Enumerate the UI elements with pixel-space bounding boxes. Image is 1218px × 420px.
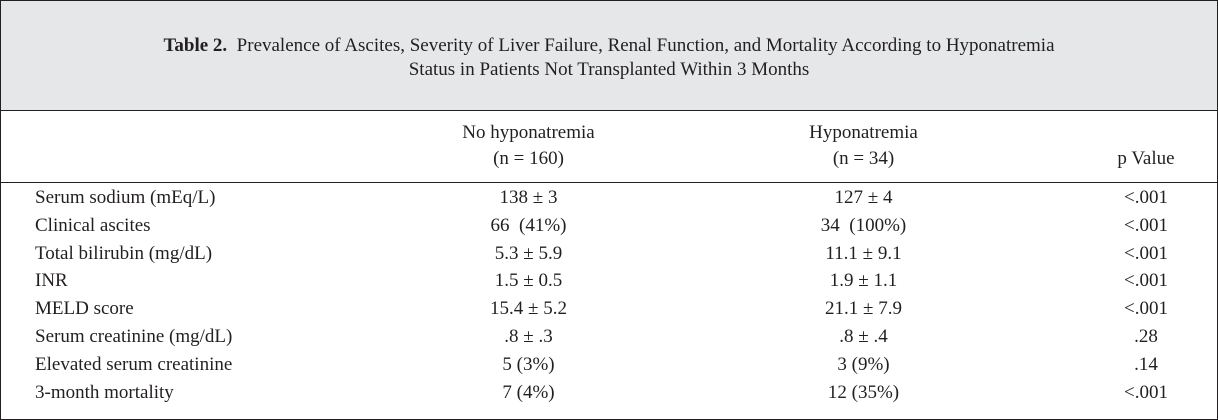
cell-p-value: <.001: [1124, 270, 1168, 292]
row-label: Clinical ascites: [35, 214, 151, 236]
cell-no-hyponatremia: 7 (4%): [502, 381, 555, 403]
cell-p-value: <.001: [1124, 298, 1168, 320]
cell-p-value: <.001: [1124, 381, 1168, 403]
cell-no-hyponatremia: .8 ± .3: [504, 325, 553, 347]
column-n: (n = 160): [493, 148, 564, 169]
cell-no-hyponatremia: 138 ± 3: [499, 187, 558, 208]
cell-no-hyponatremia: 5.3 ± 5.9: [494, 242, 563, 264]
table-row: Elevated serum creatinine 5 (3%) 3 (9%) …: [1, 350, 1217, 378]
row-label: 3-month mortality: [35, 381, 174, 403]
cell-no-hyponatremia: 66 (41%): [490, 214, 567, 236]
table-row: Serum creatinine (mg/dL) .8 ± .3 .8 ± .4…: [1, 322, 1217, 350]
column-header-hyponatremia: Hyponatremia (n = 34): [736, 120, 991, 172]
cell-no-hyponatremia: 15.4 ± 5.2: [490, 298, 567, 320]
cell-hyponatremia: 127 ± 4: [834, 187, 893, 208]
cell-hyponatremia: 12 (35%): [827, 381, 900, 403]
column-header-no-hyponatremia: No hyponatremia (n = 160): [401, 120, 656, 172]
cell-no-hyponatremia: 1.5 ± 0.5: [494, 270, 563, 292]
table-number: Table 2.: [163, 35, 228, 56]
table-header: No hyponatremia (n = 160) Hyponatremia (…: [1, 111, 1217, 183]
cell-hyponatremia: .8 ± .4: [839, 325, 888, 347]
table-row: MELD score 15.4 ± 5.2 21.1 ± 7.9 <.001: [1, 294, 1217, 322]
cell-p-value: .28: [1134, 325, 1158, 347]
table-row: Clinical ascites 66 (41%) 34 (100%) <.00…: [1, 211, 1217, 239]
cell-no-hyponatremia: 5 (3%): [502, 353, 555, 375]
cell-p-value: <.001: [1124, 214, 1168, 236]
row-label: Serum creatinine (mg/dL): [35, 325, 233, 347]
column-n: (n = 34): [832, 148, 895, 169]
row-label: Elevated serum creatinine: [35, 353, 233, 375]
table-caption: Table 2. Prevalence of Ascites, Severity…: [1, 1, 1217, 111]
column-header-p-value: p Value: [1081, 146, 1211, 172]
row-label: MELD score: [35, 298, 134, 320]
cell-hyponatremia: 11.1 ± 9.1: [825, 242, 902, 264]
row-label: INR: [35, 270, 68, 292]
cell-p-value: <.001: [1124, 242, 1168, 264]
table-row: INR 1.5 ± 0.5 1.9 ± 1.1 <.001: [1, 266, 1217, 294]
table-row: 3-month mortality 7 (4%) 12 (35%) <.001: [1, 378, 1217, 406]
caption-line-1: Table 2. Prevalence of Ascites, Severity…: [1, 34, 1217, 58]
row-label: Serum sodium (mEq/L): [35, 187, 216, 208]
table-row: Total bilirubin (mg/dL) 5.3 ± 5.9 11.1 ±…: [1, 239, 1217, 267]
cell-hyponatremia: 3 (9%): [837, 353, 890, 375]
cell-hyponatremia: 1.9 ± 1.1: [829, 270, 898, 292]
column-title: p Value: [1117, 148, 1175, 169]
table-body: Serum sodium (mEq/L) 138 ± 3 127 ± 4 <.0…: [1, 183, 1217, 405]
cell-hyponatremia: 21.1 ± 7.9: [825, 298, 902, 320]
column-title: Hyponatremia: [809, 122, 918, 143]
caption-line-2: Status in Patients Not Transplanted With…: [408, 59, 810, 80]
cell-p-value: .14: [1134, 353, 1158, 375]
row-label: Total bilirubin (mg/dL): [35, 242, 213, 264]
cell-p-value: <.001: [1124, 187, 1168, 208]
cell-hyponatremia: 34 (100%): [820, 214, 907, 236]
caption-text: Prevalence of Ascites, Severity of Liver…: [236, 35, 1055, 56]
column-title: No hyponatremia: [462, 122, 595, 143]
table-row: Serum sodium (mEq/L) 138 ± 3 127 ± 4 <.0…: [1, 183, 1217, 211]
